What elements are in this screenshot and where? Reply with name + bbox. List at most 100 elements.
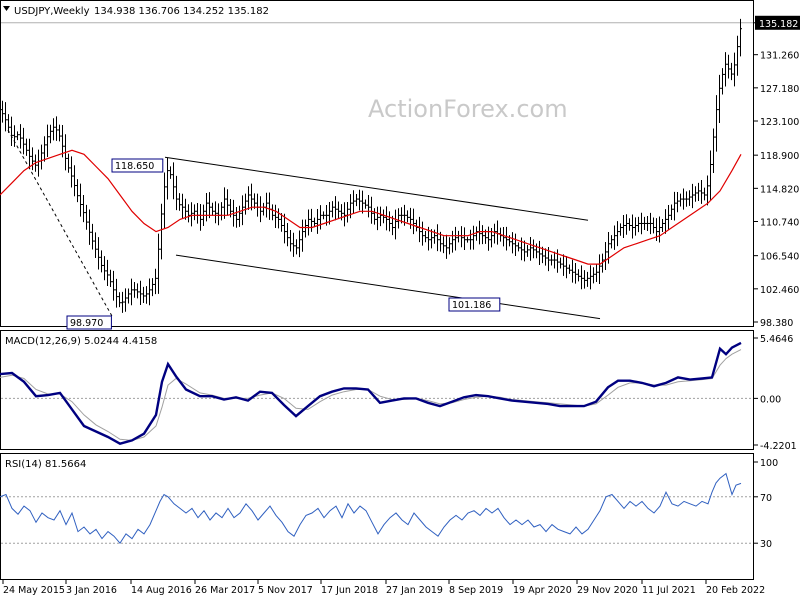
- price-candle: [343, 202, 346, 227]
- price-candle: [526, 244, 529, 257]
- price-candle: [10, 116, 13, 147]
- price-candle: [619, 223, 622, 236]
- x-tick-label: 29 Nov 2020: [577, 585, 638, 596]
- price-candle: [460, 226, 463, 248]
- channel-line-1: [164, 156, 589, 221]
- price-candle: [145, 286, 148, 304]
- price-candle: [31, 147, 34, 171]
- price-tick-label: 106.540: [760, 252, 799, 263]
- price-candle: [700, 179, 703, 204]
- price-candle: [262, 202, 265, 216]
- price-candle: [160, 203, 163, 260]
- price-candle: [514, 233, 517, 257]
- price-candle: [133, 281, 136, 298]
- price-candle: [115, 278, 118, 308]
- x-tick-label: 20 Feb 2022: [706, 585, 765, 596]
- rsi-tick-label: 100: [760, 458, 778, 469]
- price-candle: [574, 262, 577, 284]
- collapse-triangle-icon[interactable]: [3, 6, 10, 11]
- annotation-low-101186: 101.186: [448, 297, 501, 312]
- price-candle: [55, 116, 58, 141]
- price-tick-label: 118.900: [760, 151, 799, 162]
- price-candle: [25, 138, 28, 156]
- price-candle: [697, 182, 700, 201]
- price-candle: [259, 196, 262, 223]
- price-candle: [631, 214, 634, 239]
- price-tick-label: 123.100: [760, 117, 799, 128]
- annotation-high-118650: 118.650: [111, 158, 164, 173]
- price-candle: [625, 214, 628, 235]
- price-candle: [175, 175, 178, 211]
- price-candle: [292, 232, 295, 257]
- price-candle: [598, 254, 601, 284]
- price-candle: [709, 150, 712, 200]
- price-candle: [109, 269, 112, 287]
- price-candle: [493, 223, 496, 244]
- price-candle: [691, 183, 694, 209]
- price-candle: [244, 193, 247, 215]
- x-tick-label: 11 Jul 2021: [642, 585, 696, 596]
- price-candle: [7, 114, 10, 133]
- price-candle: [712, 128, 715, 174]
- price-candle: [97, 237, 100, 270]
- price-candle: [91, 223, 94, 250]
- price-candle: [118, 292, 121, 308]
- price-candle: [337, 201, 340, 219]
- annotation-low-98970: 98.970: [66, 315, 112, 330]
- price-candle: [475, 226, 478, 241]
- price-candle: [604, 241, 607, 271]
- rsi-panel-frame: [0, 453, 754, 580]
- price-candle: [517, 242, 520, 252]
- price-candle: [487, 226, 490, 251]
- current-price-tag: [755, 15, 800, 30]
- price-candle: [304, 219, 307, 238]
- price-candle: [412, 208, 415, 235]
- price-panel-frame: [0, 0, 754, 327]
- price-candle: [196, 202, 199, 224]
- price-candle: [46, 124, 49, 158]
- price-candle: [373, 208, 376, 225]
- price-candle: [211, 202, 214, 216]
- price-candle: [523, 240, 526, 262]
- price-candle: [634, 217, 637, 236]
- price-candle: [127, 288, 130, 304]
- price-candle: [592, 267, 595, 284]
- price-candle: [52, 118, 55, 141]
- price-candle: [148, 278, 151, 306]
- price-candle: [469, 229, 472, 250]
- price-candle: [1, 100, 4, 123]
- price-candle: [124, 288, 127, 312]
- price-candle: [331, 201, 334, 218]
- price-candle: [298, 230, 301, 258]
- price-candle: [256, 193, 259, 217]
- price-candle: [328, 202, 331, 225]
- price-candle: [553, 251, 556, 269]
- price-candle: [379, 206, 382, 227]
- macd-tick-label: 5.4646: [760, 334, 793, 345]
- price-candle: [730, 62, 733, 81]
- price-candle: [139, 280, 142, 306]
- macd-tick-label: -4.2201: [760, 441, 797, 452]
- price-candle: [163, 172, 166, 229]
- price-candle: [136, 283, 139, 299]
- price-candle: [22, 127, 25, 155]
- price-candle: [577, 269, 580, 282]
- price-candle: [265, 192, 268, 218]
- price-candle: [94, 232, 97, 258]
- price-candle: [358, 189, 361, 211]
- price-candle: [283, 213, 286, 244]
- price-candle: [568, 264, 571, 274]
- price-candle: [685, 191, 688, 207]
- price-candle: [346, 202, 349, 223]
- x-tick-label: 17 Jun 2018: [321, 585, 378, 596]
- price-candle: [736, 35, 739, 76]
- price-candle: [247, 186, 250, 210]
- price-candle: [721, 68, 724, 95]
- price-candle: [184, 198, 187, 220]
- price-candle: [727, 54, 730, 79]
- price-candle: [544, 248, 547, 266]
- price-candle: [361, 190, 364, 214]
- x-tick-label: 27 Jan 2019: [386, 585, 443, 596]
- price-candle: [367, 195, 370, 218]
- price-candle: [406, 210, 409, 223]
